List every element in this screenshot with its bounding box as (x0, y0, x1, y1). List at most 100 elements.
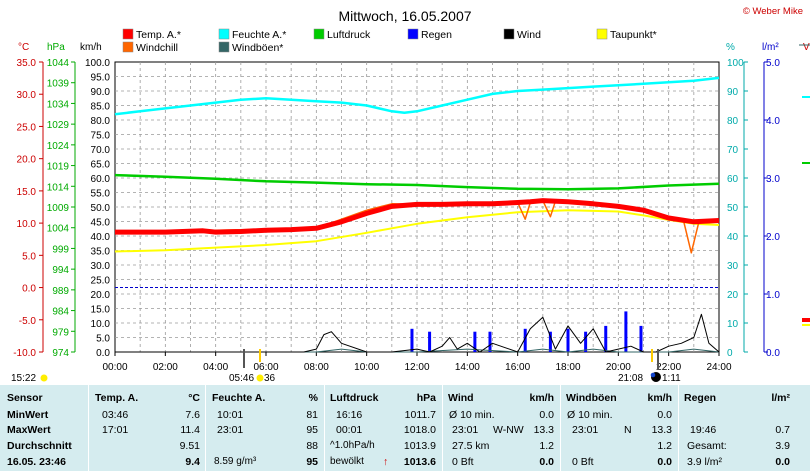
wind-value: 0.0 (539, 456, 554, 468)
sunrise-time: 05:46 (229, 373, 254, 384)
table-divider (324, 385, 325, 471)
time-tick-label: 16:00 (505, 362, 530, 373)
legend-swatch (122, 41, 134, 53)
hpa-tick-label: 1039 (47, 79, 70, 90)
hpa-tick-label: 974 (52, 348, 69, 359)
time-tick-label: 04:00 (203, 362, 228, 373)
hpa-tick-label: 1044 (47, 58, 70, 69)
edge-letter: V (803, 42, 810, 53)
kmh-tick-label: 35.0 (91, 247, 111, 258)
kmh-tick-label: 10.0 (91, 319, 111, 330)
humidity-time: 10:01 (217, 409, 244, 421)
sun-markers: 15:22 05:46 36 21:08 1:11 (11, 349, 681, 384)
pct-tick-label: 90 (727, 87, 739, 98)
time-tick-label: 08:00 (304, 362, 329, 373)
time-tick-label: 00:00 (102, 362, 127, 373)
celsius-tick-label: 20.0 (17, 155, 37, 166)
row-label: 16.05. 23:46 (7, 456, 66, 468)
legend-swatch (596, 28, 608, 40)
kmh-tick-label: 60.0 (91, 174, 111, 185)
header-gusts-unit: km/h (647, 392, 672, 404)
wind-label: 0 Bft (452, 456, 474, 468)
pct-tick-label: 50 (727, 203, 739, 214)
kmh-tick-label: 45.0 (91, 218, 111, 229)
temp-value: 11.4 (180, 424, 200, 436)
pct-tick-label: 40 (727, 232, 739, 243)
gusts-value: 0.0 (657, 409, 672, 421)
sun-icon (40, 374, 48, 382)
time-tick-label: 22:00 (656, 362, 681, 373)
wind-value: 13.3 (533, 424, 554, 436)
time-tick-label: 12:00 (404, 362, 429, 373)
pct-tick-label: 70 (727, 145, 739, 156)
wind-direction: W-NW (493, 424, 524, 436)
time-tick-label: 10:00 (354, 362, 379, 373)
legend-label: Taupunkt* (610, 29, 657, 41)
celsius-tick-label: 0.0 (22, 284, 36, 295)
hpa-tick-label: 994 (52, 265, 69, 276)
celsius-unit: °C (18, 42, 29, 53)
legend-label: Regen (421, 29, 452, 41)
celsius-tick-label: 10.0 (17, 219, 37, 230)
table-divider (88, 385, 89, 471)
legend-label: Feuchte A.* (232, 29, 286, 41)
celsius-tick-label: 25.0 (17, 122, 37, 133)
hpa-tick-label: 1024 (47, 141, 70, 152)
wind-label: 23:01 (452, 424, 479, 436)
lm2-tick-label: 3.0 (766, 174, 780, 185)
gusts-value: 1.2 (657, 440, 672, 452)
wind-value: 0.0 (539, 409, 554, 421)
sunset-frag: 1:11 (662, 373, 681, 384)
legend-label: Wind (517, 29, 541, 41)
lm2-tick-label: 4.0 (766, 116, 780, 127)
kmh-unit: km/h (80, 42, 102, 53)
axes: 35.0 30.0 25.0 20.0 15.0 10.0 5.0 0.0 -5.0 -10.0 1… (13, 58, 780, 373)
temp-value: 9.4 (185, 456, 200, 468)
sunset-time: 21:08 (618, 373, 643, 384)
series-line (114, 76, 720, 116)
header-wind-unit: km/h (529, 392, 554, 404)
lm2-tick-label: 2.0 (766, 232, 780, 243)
pct-tick-label: 20 (727, 290, 739, 301)
kmh-tick-label: 30.0 (91, 261, 111, 272)
legend-swatch (122, 28, 134, 40)
kmh-tick-label: 65.0 (91, 160, 111, 171)
celsius-tick-label: 35.0 (17, 58, 37, 69)
time-tick-label: 02:00 (153, 362, 178, 373)
hpa-tick-label: 1009 (47, 203, 70, 214)
wind-value: 1.2 (539, 440, 554, 452)
chart-title: Mittwoch, 16.05.2007 (338, 8, 471, 24)
series (114, 76, 720, 353)
hpa-tick-label: 984 (52, 307, 69, 318)
pressure-time: 16:16 (336, 409, 363, 421)
header-temp: Temp. A. (95, 392, 139, 404)
header-humidity-unit: % (308, 392, 318, 404)
credit-text: © Weber Mike (743, 6, 803, 17)
hpa-tick-label: 1029 (47, 120, 70, 131)
wind-label: 27.5 km (452, 440, 490, 452)
kmh-tick-label: 90.0 (91, 87, 111, 98)
grid (115, 62, 719, 352)
pct-unit: % (726, 42, 735, 53)
pressure-trend: ^1.0hPa/h (330, 440, 375, 451)
moon-shine (650, 372, 656, 378)
rain-value: 0.0 (775, 456, 790, 468)
hpa-tick-label: 1034 (47, 99, 70, 110)
header-gusts: Windböen (566, 392, 617, 404)
table-divider (442, 385, 443, 471)
temp-value: 7.6 (185, 409, 200, 421)
kmh-tick-label: 80.0 (91, 116, 111, 127)
kmh-tick-label: 100.0 (85, 58, 110, 69)
celsius-tick-label: 5.0 (22, 251, 36, 262)
rain-value: 3.9 (775, 440, 790, 452)
humidity-abs: 8.59 g/m³ (214, 456, 257, 467)
hpa-tick-label: 989 (52, 286, 69, 297)
kmh-tick-label: 20.0 (91, 290, 111, 301)
stats-table (0, 385, 810, 471)
header-sensor: Sensor (7, 392, 43, 404)
legend-swatch (503, 28, 515, 40)
humidity-time: 23:01 (217, 424, 244, 436)
legend-label: Luftdruck (327, 29, 371, 41)
lm2-tick-label: 0.0 (766, 348, 780, 359)
time-tick-label: 20:00 (606, 362, 631, 373)
